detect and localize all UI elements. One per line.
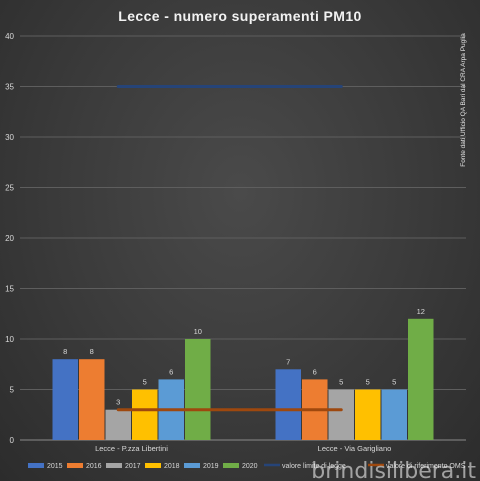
y-tick-label: 35	[5, 83, 14, 92]
data-label: 7	[286, 357, 290, 366]
bar-2017	[105, 409, 131, 440]
legend-label: 2019	[203, 463, 219, 470]
y-tick-label: 5	[10, 386, 15, 395]
data-label: 5	[339, 378, 343, 387]
data-label: 6	[313, 367, 317, 376]
legend-swatch-2018	[145, 463, 161, 468]
y-axis-ticks: 0 5 10 15 20 25 30 35 40	[5, 32, 14, 445]
legend-label: 2020	[242, 463, 258, 470]
y-tick-label: 10	[5, 335, 14, 344]
bar-2015	[275, 369, 301, 440]
data-labels: 8 8 3 5 6 10 7 6 5 5 5 12	[63, 307, 425, 407]
data-label: 3	[116, 398, 120, 407]
legend-label: 2017	[125, 463, 141, 470]
data-label: 5	[366, 378, 370, 387]
bar-2016	[79, 359, 105, 440]
bars	[52, 318, 434, 440]
legend-label: 2016	[86, 463, 102, 470]
legend-label: valore di riferimento OMS	[386, 463, 466, 470]
legend-label: 2015	[47, 463, 63, 470]
legend-label: 2018	[164, 463, 180, 470]
data-label: 8	[63, 347, 67, 356]
chart-title: Lecce - numero superamenti PM10	[118, 8, 361, 24]
source-note: Fonte dati Ufficio QA Bari dal CRA Arpa …	[460, 33, 467, 167]
x-axis-categories: Lecce - P.zza Libertini Lecce - Via Garig…	[95, 444, 391, 453]
data-label: 12	[417, 307, 425, 316]
y-tick-label: 25	[5, 184, 14, 193]
bar-2018	[355, 389, 381, 440]
category-label: Lecce - P.zza Libertini	[95, 444, 168, 453]
y-tick-label: 0	[10, 436, 15, 445]
watermark: brindisilibera.it	[311, 459, 476, 481]
legend-swatch-2019	[184, 463, 200, 468]
category-label: Lecce - Via Garigliano	[318, 444, 392, 453]
legend-swatch-2016	[67, 463, 83, 468]
bar-2019	[381, 389, 407, 440]
y-tick-label: 15	[5, 285, 14, 294]
bar-2018	[132, 389, 158, 440]
data-label: 8	[90, 347, 94, 356]
reference-lines	[116, 85, 343, 412]
legend-swatch-2015	[28, 463, 44, 468]
legend-swatch-2017	[106, 463, 122, 468]
legend-label: valore limite di legge	[282, 463, 346, 470]
y-tick-label: 20	[5, 234, 14, 243]
data-label: 6	[169, 367, 173, 376]
bar-2020	[408, 318, 434, 440]
y-tick-label: 30	[5, 133, 14, 142]
legend-swatch-2020	[223, 463, 239, 468]
bar-2015	[52, 359, 78, 440]
legend: 2015 2016 2017 2018 2019 2020 valore limite di…	[28, 463, 466, 470]
y-tick-label: 40	[5, 32, 14, 41]
data-label: 10	[194, 327, 202, 336]
data-label: 5	[143, 378, 147, 387]
bar-2017	[328, 389, 354, 440]
data-label: 5	[392, 378, 396, 387]
bar-2020	[185, 339, 211, 440]
